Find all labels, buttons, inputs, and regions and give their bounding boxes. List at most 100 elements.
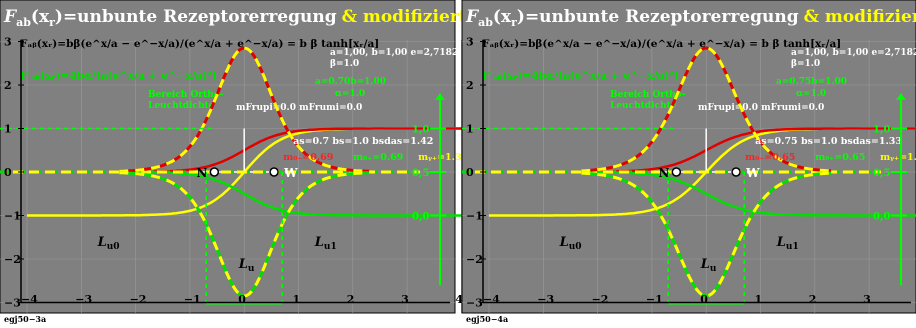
- series-red: [586, 127, 916, 174]
- title-arg: (x: [493, 7, 512, 27]
- y-tick-label: 1: [4, 123, 12, 136]
- title-close: ): [55, 7, 63, 27]
- label-lu1: Lu1: [776, 235, 799, 252]
- label-lu: Lu: [238, 257, 255, 274]
- title-main: =unbunte Rezeptorerregung: [525, 7, 799, 27]
- params-green: a=0.70b=1.00: [315, 77, 386, 87]
- x-tick-label: 0: [700, 293, 708, 306]
- label-main: L: [700, 257, 710, 272]
- bereich-label: Bereich Ortho-: [610, 90, 686, 100]
- m-green-label: m₀₊=0.69: [353, 152, 404, 163]
- figure-code: egj50−3a: [4, 314, 46, 324]
- x-tick-label: −1: [184, 293, 201, 306]
- params-alpha: α=1.0: [796, 89, 826, 99]
- label-main: L: [97, 235, 107, 250]
- plot-background: [0, 0, 456, 314]
- title-accent: & modifiziert: [342, 7, 467, 27]
- bereich-label: Bereich Ortho-: [148, 90, 224, 100]
- chart-title: Fab(xr)=unbunte Rezeptorerregung & modifi…: [3, 7, 467, 29]
- x-tick-label: −1: [646, 293, 663, 306]
- label-sub: u0: [569, 242, 582, 252]
- label-sub: u1: [786, 242, 799, 252]
- label-lu: Lu: [700, 257, 717, 274]
- formula-main: Fₐᵦ(xᵣ)=bβ(e^x/a − e^−x/a)/(e^x/a + e^−x…: [20, 38, 379, 50]
- point-W: [269, 167, 279, 177]
- label-sub: u: [248, 264, 255, 274]
- chart-title: Fab(xr)=unbunte Rezeptorerregung & modifi…: [465, 7, 916, 29]
- y-tick-label: −3: [466, 297, 483, 310]
- series-yellow-gauss-neg: [581, 171, 832, 298]
- y-tick-label: 2: [4, 79, 12, 92]
- title-sub: ab: [16, 16, 31, 29]
- title-arg: (x: [31, 7, 50, 27]
- label-sub: u1: [324, 242, 337, 252]
- title-func: F: [3, 7, 18, 27]
- label-main: L: [776, 235, 786, 250]
- title-accent: & modifiziert: [804, 7, 916, 27]
- m-yellow-label: mᵧ₊=1.3: [880, 152, 916, 163]
- series-red: [124, 127, 516, 174]
- y-tick-label: −1: [4, 210, 21, 223]
- x-tick-label: 3: [401, 293, 409, 306]
- mfru-label: mFrupi=0.0 mFrumi=0.0: [698, 103, 824, 113]
- point-W: [731, 167, 741, 177]
- right-tick-label: 0,0: [873, 212, 890, 223]
- label-main: L: [238, 257, 248, 272]
- x-tick-label: −2: [592, 293, 609, 306]
- label-sub: u: [710, 264, 717, 274]
- x-tick-label: 2: [809, 293, 817, 306]
- label-lu1: Lu1: [314, 235, 337, 252]
- y-tick-label: 0: [4, 166, 12, 179]
- params-green: a=0.75b=1.00: [776, 77, 847, 87]
- series-yellow-gauss: [119, 46, 370, 173]
- x-tick-label: 1: [755, 293, 763, 306]
- y-tick-label: 0: [466, 166, 474, 179]
- label-lu0: Lu0: [97, 235, 120, 252]
- title-sub: ab: [478, 16, 493, 29]
- title-func: F: [465, 7, 480, 27]
- right-tick-label: 0,0: [412, 212, 429, 223]
- title-main: =unbunte Rezeptorerregung: [63, 7, 337, 27]
- x-tick-label: 1: [293, 293, 301, 306]
- y-tick-label: −3: [4, 297, 21, 310]
- formula-main: Fₐᵦ(xᵣ)=bβ(e^x/a − e^−x/a)/(e^x/a + e^−x…: [482, 38, 841, 50]
- x-tick-label: −2: [130, 293, 147, 306]
- x-tick-label: −4: [21, 293, 38, 306]
- x-tick-label: −4: [483, 293, 500, 306]
- x-tick-label: 2: [347, 293, 355, 306]
- y-tick-label: −2: [466, 253, 483, 266]
- right-tick-label: 1,0: [412, 125, 429, 136]
- series-green: [124, 170, 516, 217]
- right-tick-label: 0,5: [412, 168, 429, 179]
- params-beta: β=1.0: [791, 59, 820, 69]
- leuchtdichte-label: Leuchtdichte: [148, 101, 215, 111]
- right-tick-label: 1,0: [873, 125, 890, 136]
- y-tick-label: 2: [466, 79, 474, 92]
- chart-panel-2: Fab(xr)=unbunte Rezeptorerregung & modifi…: [461, 0, 916, 324]
- m-yellow-label: mᵧ₊=1.39: [418, 152, 469, 163]
- figure-code: egj50−4a: [466, 314, 508, 324]
- point-N: [209, 167, 220, 177]
- x-tick-label: 0: [238, 293, 246, 306]
- right-tick-label: 0,5: [873, 168, 890, 179]
- y-tick-label: −2: [4, 253, 21, 266]
- label-W: W: [283, 166, 298, 180]
- title-close: ): [517, 7, 525, 27]
- y-tick-label: 3: [466, 36, 474, 49]
- y-tick-label: 1: [466, 123, 474, 136]
- plot-background: [461, 0, 916, 314]
- params-alpha: α=1.0: [335, 89, 365, 99]
- label-main: L: [314, 235, 324, 250]
- params-top: a=1,00, b=1,00 e=2,7182: [791, 48, 916, 58]
- x-tick-label: 4: [455, 293, 463, 306]
- series-yellow-gauss-neg: [119, 171, 370, 298]
- title-argsub: r: [49, 16, 55, 29]
- label-sub: u0: [107, 242, 120, 252]
- m-red-label: m₀₋=0.69: [283, 152, 334, 163]
- label-W: W: [745, 166, 760, 180]
- x-tick-label: −3: [537, 293, 554, 306]
- x-tick-label: −3: [75, 293, 92, 306]
- title-argsub: r: [511, 16, 517, 29]
- m-green-label: m₀₊=0.65: [815, 152, 865, 163]
